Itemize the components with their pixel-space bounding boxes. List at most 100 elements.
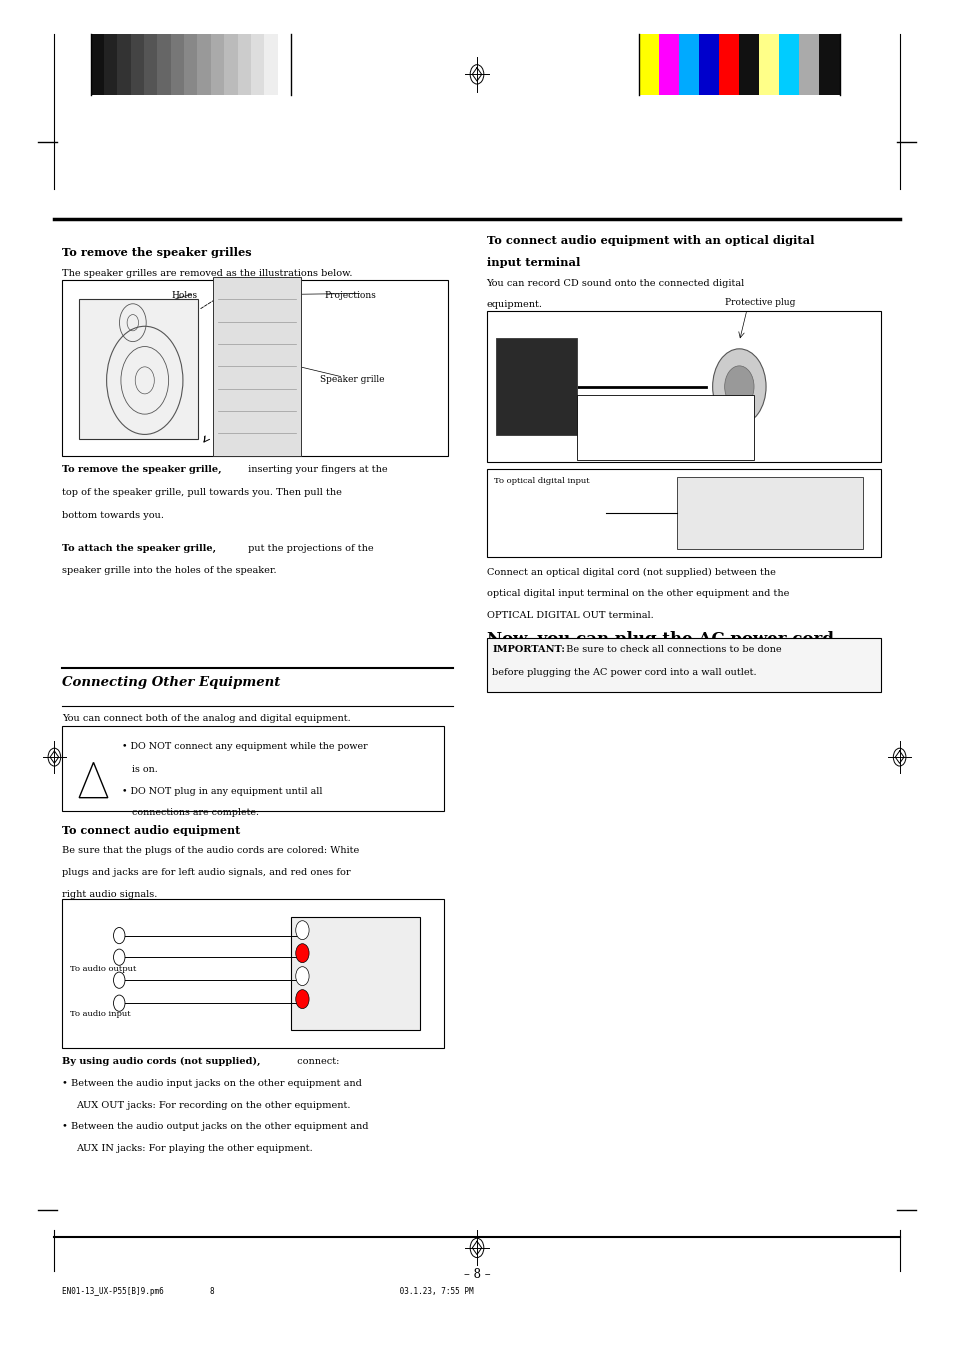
Bar (677, 477, 862, 549)
Text: Audio equipment: Audio equipment (300, 964, 370, 972)
Bar (62, 899, 443, 1048)
Bar (62, 726, 443, 811)
Text: bottom towards you.: bottom towards you. (62, 511, 164, 521)
Text: AUX OUT jacks: For recording on the other equipment.: AUX OUT jacks: For recording on the othe… (76, 1101, 351, 1110)
Text: AUX IN jacks: For playing the other equipment.: AUX IN jacks: For playing the other equi… (76, 1144, 313, 1153)
Text: optical digital input terminal on the other equipment and the: optical digital input terminal on the ot… (486, 589, 788, 599)
Bar (679, 34, 699, 95)
Text: Connect an optical digital cord (not supplied) between the: Connect an optical digital cord (not sup… (486, 568, 775, 577)
Text: !: ! (91, 775, 95, 784)
Bar (213, 277, 300, 456)
Text: right audio signals.: right audio signals. (62, 890, 157, 899)
Circle shape (113, 949, 125, 965)
Text: DIGITAL: DIGITAL (500, 379, 523, 384)
Text: To audio input: To audio input (70, 1010, 131, 1018)
Text: IMPORTANT:: IMPORTANT: (492, 645, 564, 654)
Text: plug from the terminal.: plug from the terminal. (581, 435, 677, 443)
Bar (277, 34, 291, 95)
Bar (699, 34, 719, 95)
Circle shape (295, 921, 309, 940)
Text: Protective plug: Protective plug (724, 297, 795, 307)
Text: Projections: Projections (324, 291, 375, 300)
Bar (819, 34, 839, 95)
Polygon shape (79, 763, 108, 798)
Bar (264, 34, 277, 95)
Bar (486, 469, 880, 557)
Text: To optical digital input: To optical digital input (494, 477, 589, 485)
Text: You can connect both of the analog and digital equipment.: You can connect both of the analog and d… (62, 714, 351, 723)
Circle shape (295, 990, 309, 1009)
Bar (639, 34, 659, 95)
Bar (171, 34, 184, 95)
Circle shape (295, 967, 309, 986)
Bar (496, 338, 577, 435)
Bar (62, 280, 448, 456)
Bar (577, 395, 753, 460)
Bar (779, 34, 799, 95)
Circle shape (113, 972, 125, 988)
Bar (104, 34, 117, 95)
Bar (117, 34, 131, 95)
Bar (659, 34, 679, 95)
Bar (211, 34, 224, 95)
Text: connect:: connect: (294, 1057, 339, 1067)
Text: Be sure to check all connections to be done: Be sure to check all connections to be d… (562, 645, 781, 654)
Bar (197, 34, 211, 95)
Text: connections are complete.: connections are complete. (132, 808, 258, 818)
Text: • Between the audio input jacks on the other equipment and: • Between the audio input jacks on the o… (62, 1079, 361, 1088)
Text: equipment.: equipment. (486, 300, 542, 310)
Bar (79, 299, 198, 439)
Text: Now, you can plug the AC power cord.: Now, you can plug the AC power cord. (486, 631, 839, 649)
Bar (486, 638, 880, 692)
Text: You can record CD sound onto the connected digital: You can record CD sound onto the connect… (486, 279, 744, 288)
Text: By using audio cords (not supplied),: By using audio cords (not supplied), (62, 1057, 260, 1067)
Bar (799, 34, 819, 95)
Text: • DO NOT plug in any equipment until all: • DO NOT plug in any equipment until all (122, 787, 322, 796)
Text: To connect audio equipment: To connect audio equipment (62, 825, 240, 836)
Text: is on.: is on. (132, 765, 157, 775)
Circle shape (712, 349, 765, 425)
Bar (144, 34, 157, 95)
Text: To remove the speaker grilles: To remove the speaker grilles (62, 247, 252, 258)
Bar (291, 917, 419, 1030)
Bar (739, 34, 759, 95)
Bar (237, 34, 251, 95)
Text: plugs and jacks are for left audio signals, and red ones for: plugs and jacks are for left audio signa… (62, 868, 351, 877)
Text: • DO NOT connect any equipment while the power: • DO NOT connect any equipment while the… (122, 742, 367, 752)
Bar (719, 34, 739, 95)
Bar (157, 34, 171, 95)
Circle shape (113, 927, 125, 944)
Bar (91, 34, 104, 95)
Text: To connect audio equipment with an optical digital: To connect audio equipment with an optic… (486, 235, 813, 246)
Bar (131, 34, 144, 95)
Text: equipment, remove the protective: equipment, remove the protective (581, 418, 720, 426)
Circle shape (113, 995, 125, 1011)
Bar (486, 311, 880, 462)
Text: before plugging the AC power cord into a wall outlet.: before plugging the AC power cord into a… (492, 668, 756, 677)
Text: put the projections of the: put the projections of the (245, 544, 374, 553)
Bar (759, 34, 779, 95)
Circle shape (724, 366, 753, 407)
Text: To remove the speaker grille,: To remove the speaker grille, (62, 465, 221, 475)
Text: – 8 –: – 8 – (463, 1268, 490, 1282)
Text: inserting your fingers at the: inserting your fingers at the (245, 465, 388, 475)
Text: The speaker grilles are removed as the illustrations below.: The speaker grilles are removed as the i… (62, 269, 353, 279)
Text: Before connecting the other: Before connecting the other (581, 400, 696, 408)
Bar (224, 34, 237, 95)
Text: Connecting Other Equipment: Connecting Other Equipment (62, 676, 280, 690)
Text: To audio output: To audio output (70, 965, 136, 973)
Text: an optical digital input: an optical digital input (691, 523, 783, 531)
Text: top of the speaker grille, pull towards you. Then pull the: top of the speaker grille, pull towards … (62, 488, 341, 498)
Text: Be sure that the plugs of the audio cords are colored: White: Be sure that the plugs of the audio cord… (62, 846, 359, 856)
Circle shape (295, 944, 309, 963)
Text: input terminal: input terminal (486, 257, 579, 268)
Bar (251, 34, 264, 95)
Text: Holes: Holes (172, 291, 197, 300)
Text: OPTICAL: OPTICAL (500, 357, 525, 362)
Text: To attach the speaker grille,: To attach the speaker grille, (62, 544, 216, 553)
Text: EN01-13_UX-P55[B]9.pm6          8                                        03.1.23: EN01-13_UX-P55[B]9.pm6 8 03.1.23 (62, 1287, 473, 1297)
Text: Audio equipment with: Audio equipment with (691, 500, 781, 508)
Text: Speaker grille: Speaker grille (319, 375, 384, 384)
Text: OUT: OUT (500, 400, 513, 406)
Text: OPTICAL DIGITAL OUT terminal.: OPTICAL DIGITAL OUT terminal. (486, 611, 653, 621)
